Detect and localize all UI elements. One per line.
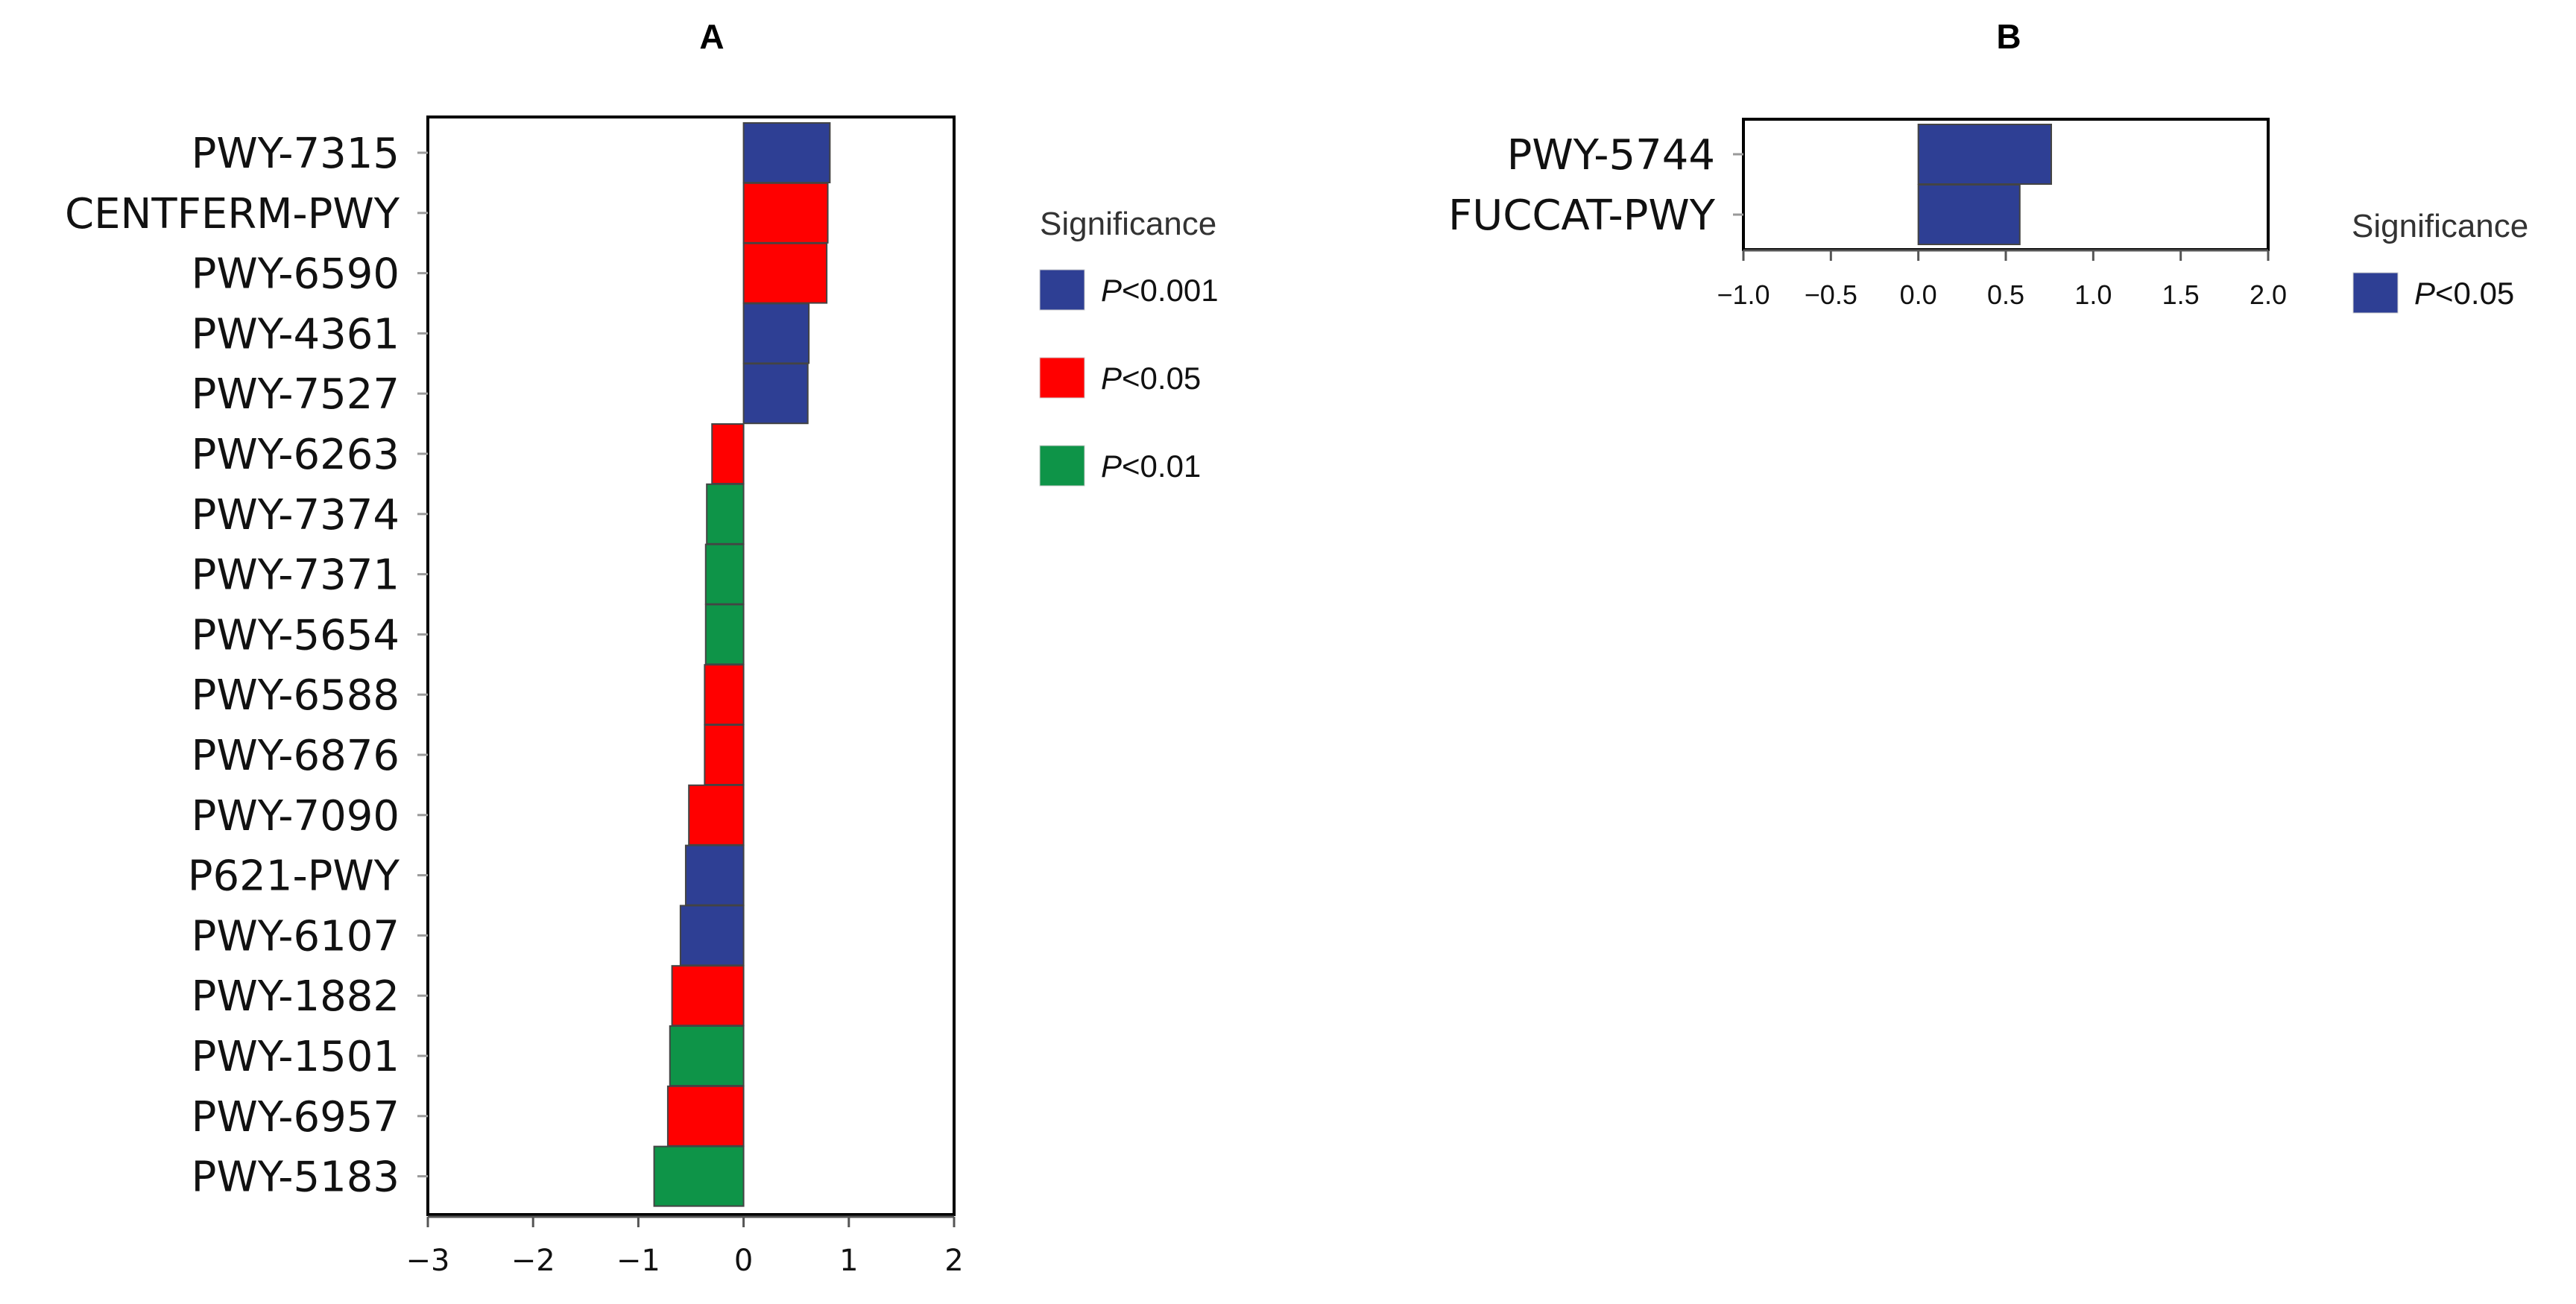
x-tick-label: 1 xyxy=(839,1244,858,1278)
bar-pwy-6107 xyxy=(679,905,745,966)
category-label: CENTFERM-PWY xyxy=(65,190,400,238)
legend-label: P<0.05 xyxy=(2414,276,2514,311)
panel-a-bars xyxy=(653,122,831,1207)
bar-pwy-6876 xyxy=(704,724,745,785)
bar-pwy-7374 xyxy=(706,483,745,545)
category-label: P621-PWY xyxy=(188,852,400,901)
category-label: PWY-6957 xyxy=(192,1093,400,1142)
x-tick-label: 0 xyxy=(734,1244,753,1278)
bar-pwy-5654 xyxy=(704,604,745,665)
category-label: PWY-7090 xyxy=(192,792,400,841)
bar-pwy-5183 xyxy=(653,1145,745,1207)
category-label: PWY-6263 xyxy=(192,431,400,479)
legend-swatch xyxy=(1039,269,1085,311)
legend-label-p: P xyxy=(1101,361,1122,396)
panel-b-bars xyxy=(1917,124,2053,245)
x-tick-label: 0.0 xyxy=(1900,279,1937,310)
bar-pwy-6590 xyxy=(742,242,828,304)
category-label: PWY-1501 xyxy=(192,1033,400,1081)
panel-a-x-axis: −3 −2 −1 0 1 2 xyxy=(406,1215,964,1278)
panel-a-plot-frame xyxy=(426,115,956,1216)
legend-label-p: P xyxy=(2414,276,2435,311)
x-tick-label: −3 xyxy=(406,1244,450,1278)
bar-pwy-5744 xyxy=(1917,124,2053,185)
category-label: PWY-6588 xyxy=(192,671,400,720)
bar-pwy-6588 xyxy=(704,664,745,726)
panel-b-title: B xyxy=(1996,17,2021,56)
bar-pwy-6263 xyxy=(711,423,745,484)
legend-label-p: P xyxy=(1101,273,1122,308)
panel-a: A PWY-7315CENTFERM-PWYPWY-6590PWY-4361PW… xyxy=(65,17,1219,1278)
x-tick-label: 1.5 xyxy=(2162,279,2200,310)
category-label: FUCCAT-PWY xyxy=(1448,192,1716,240)
bar-pwy-7315 xyxy=(742,122,831,183)
legend-swatch xyxy=(1039,445,1085,487)
legend-label: P<0.05 xyxy=(1101,361,1201,396)
legend-swatch xyxy=(2352,272,2399,314)
panel-b-x-axis: −1.0 −0.5 0.0 0.5 1.0 1.5 2.0 xyxy=(1717,249,2287,310)
category-label: PWY-5654 xyxy=(192,611,400,659)
category-label: PWY-4361 xyxy=(192,310,400,358)
category-label: PWY-6107 xyxy=(192,912,400,960)
panel-b-legend: Significance P<0.05 xyxy=(2352,208,2528,314)
bar-pwy-1882 xyxy=(671,965,745,1027)
category-label: PWY-5183 xyxy=(192,1153,400,1202)
panel-b-legend-title: Significance xyxy=(2352,208,2528,244)
bar-pwy-7527 xyxy=(742,363,809,425)
x-tick-label: 0.5 xyxy=(1987,279,2024,310)
legend-swatch xyxy=(1039,357,1085,399)
bar-centferm-pwy xyxy=(742,182,829,244)
panel-b-category-labels: PWY-5744 FUCCAT-PWY xyxy=(1448,131,1743,240)
category-label: PWY-7315 xyxy=(192,130,400,178)
panel-a-title: A xyxy=(699,17,724,56)
category-label: PWY-6590 xyxy=(192,250,400,299)
category-label: PWY-7374 xyxy=(192,491,400,539)
panel-a-category-labels: PWY-7315 CENTFERM-PWY PWY-6590 PWY-4361 PWY-… xyxy=(65,130,428,1202)
category-label: PWY-1882 xyxy=(192,972,400,1021)
category-label: PWY-5744 xyxy=(1507,131,1715,180)
x-tick-label: −0.5 xyxy=(1805,279,1857,310)
legend-label-value: <0.01 xyxy=(1122,449,1201,484)
legend-label-p: P xyxy=(1101,449,1122,484)
legend-label: P<0.01 xyxy=(1101,449,1201,484)
x-tick-label: 2.0 xyxy=(2250,279,2287,310)
legend-label-value: <0.05 xyxy=(1122,361,1201,396)
panel-b: B PWY-5744 FUCCAT-PWY −1.0 −0.5 0.0 0.5 1.0 1.… xyxy=(1448,17,2528,314)
category-label: PWY-7371 xyxy=(192,551,400,600)
bar-fuccat-pwy xyxy=(1917,184,2021,245)
category-label: PWY-6876 xyxy=(192,732,400,780)
category-label: PWY-7527 xyxy=(192,370,400,419)
bar-pwy-6957 xyxy=(666,1085,745,1147)
bar-p621-pwy xyxy=(684,844,745,906)
x-tick-label: 1.0 xyxy=(2074,279,2112,310)
bar-pwy-7371 xyxy=(704,543,745,605)
bar-pwy-7090 xyxy=(688,784,745,846)
legend-label-value: <0.001 xyxy=(1122,273,1219,308)
x-tick-label: −2 xyxy=(511,1244,555,1278)
legend-label: P<0.001 xyxy=(1101,273,1219,308)
legend-label-value: <0.05 xyxy=(2435,276,2514,311)
bar-pwy-4361 xyxy=(742,303,810,364)
panel-a-legend-title: Significance xyxy=(1040,206,1216,242)
x-tick-label: 2 xyxy=(944,1244,963,1278)
bar-pwy-1501 xyxy=(669,1025,745,1086)
x-tick-label: −1 xyxy=(616,1244,660,1278)
x-tick-label: −1.0 xyxy=(1717,279,1770,310)
